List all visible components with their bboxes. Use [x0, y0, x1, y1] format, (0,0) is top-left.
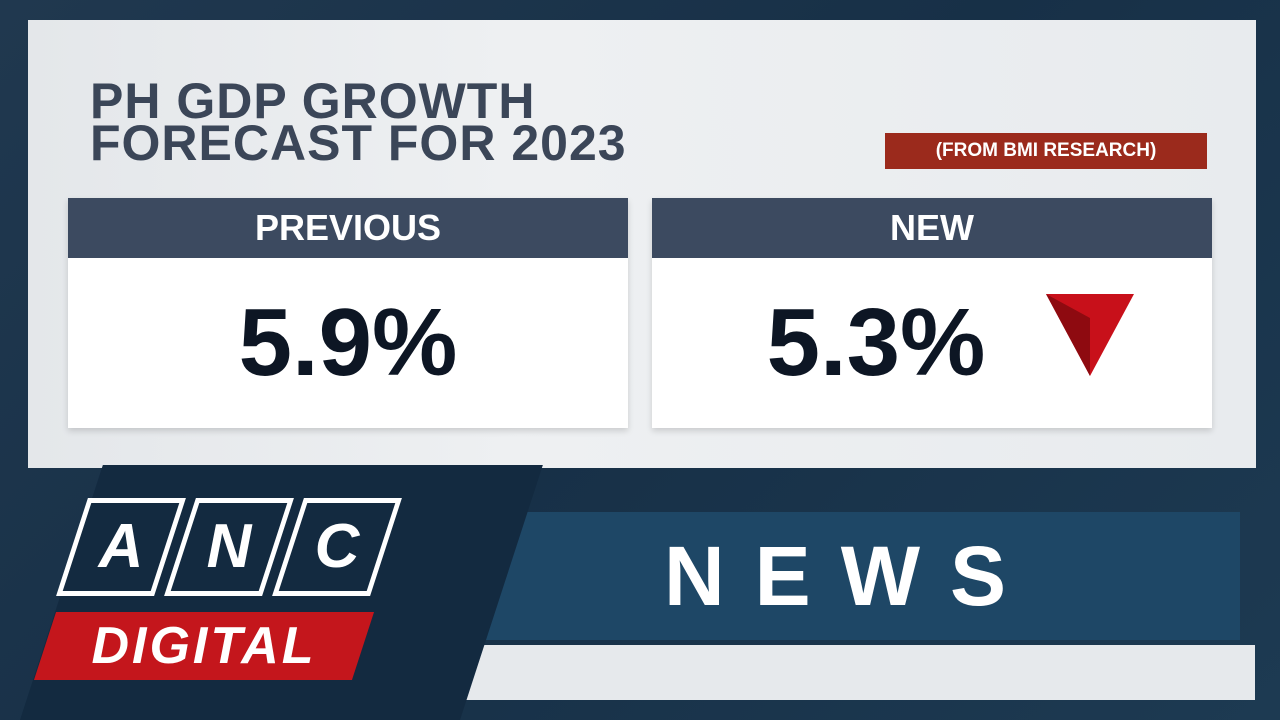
- banner-text: NEWS: [664, 529, 1036, 623]
- lower-strip: [375, 645, 1255, 700]
- panel-value: 5.9%: [238, 289, 458, 396]
- down-arrow: [1046, 294, 1134, 376]
- source-tag: (FROM BMI RESEARCH): [885, 133, 1207, 169]
- arrow-shade: [1046, 294, 1090, 376]
- logo-letter: C: [314, 512, 360, 581]
- panel: NEW 5.3%: [652, 198, 1212, 428]
- logo-letter: N: [206, 512, 252, 581]
- logo-subtitle: DIGITAL: [91, 617, 317, 675]
- title-line: PH GDP GROWTH: [90, 73, 536, 129]
- title-line: FORECAST FOR 2023: [90, 115, 627, 171]
- banner: [400, 512, 1240, 640]
- panel-value: 5.3%: [766, 289, 986, 396]
- panel: PREVIOUS 5.9%: [68, 198, 628, 428]
- panel-label: PREVIOUS: [68, 198, 628, 258]
- logo-letter: A: [98, 512, 144, 581]
- panel-label: NEW: [652, 198, 1212, 258]
